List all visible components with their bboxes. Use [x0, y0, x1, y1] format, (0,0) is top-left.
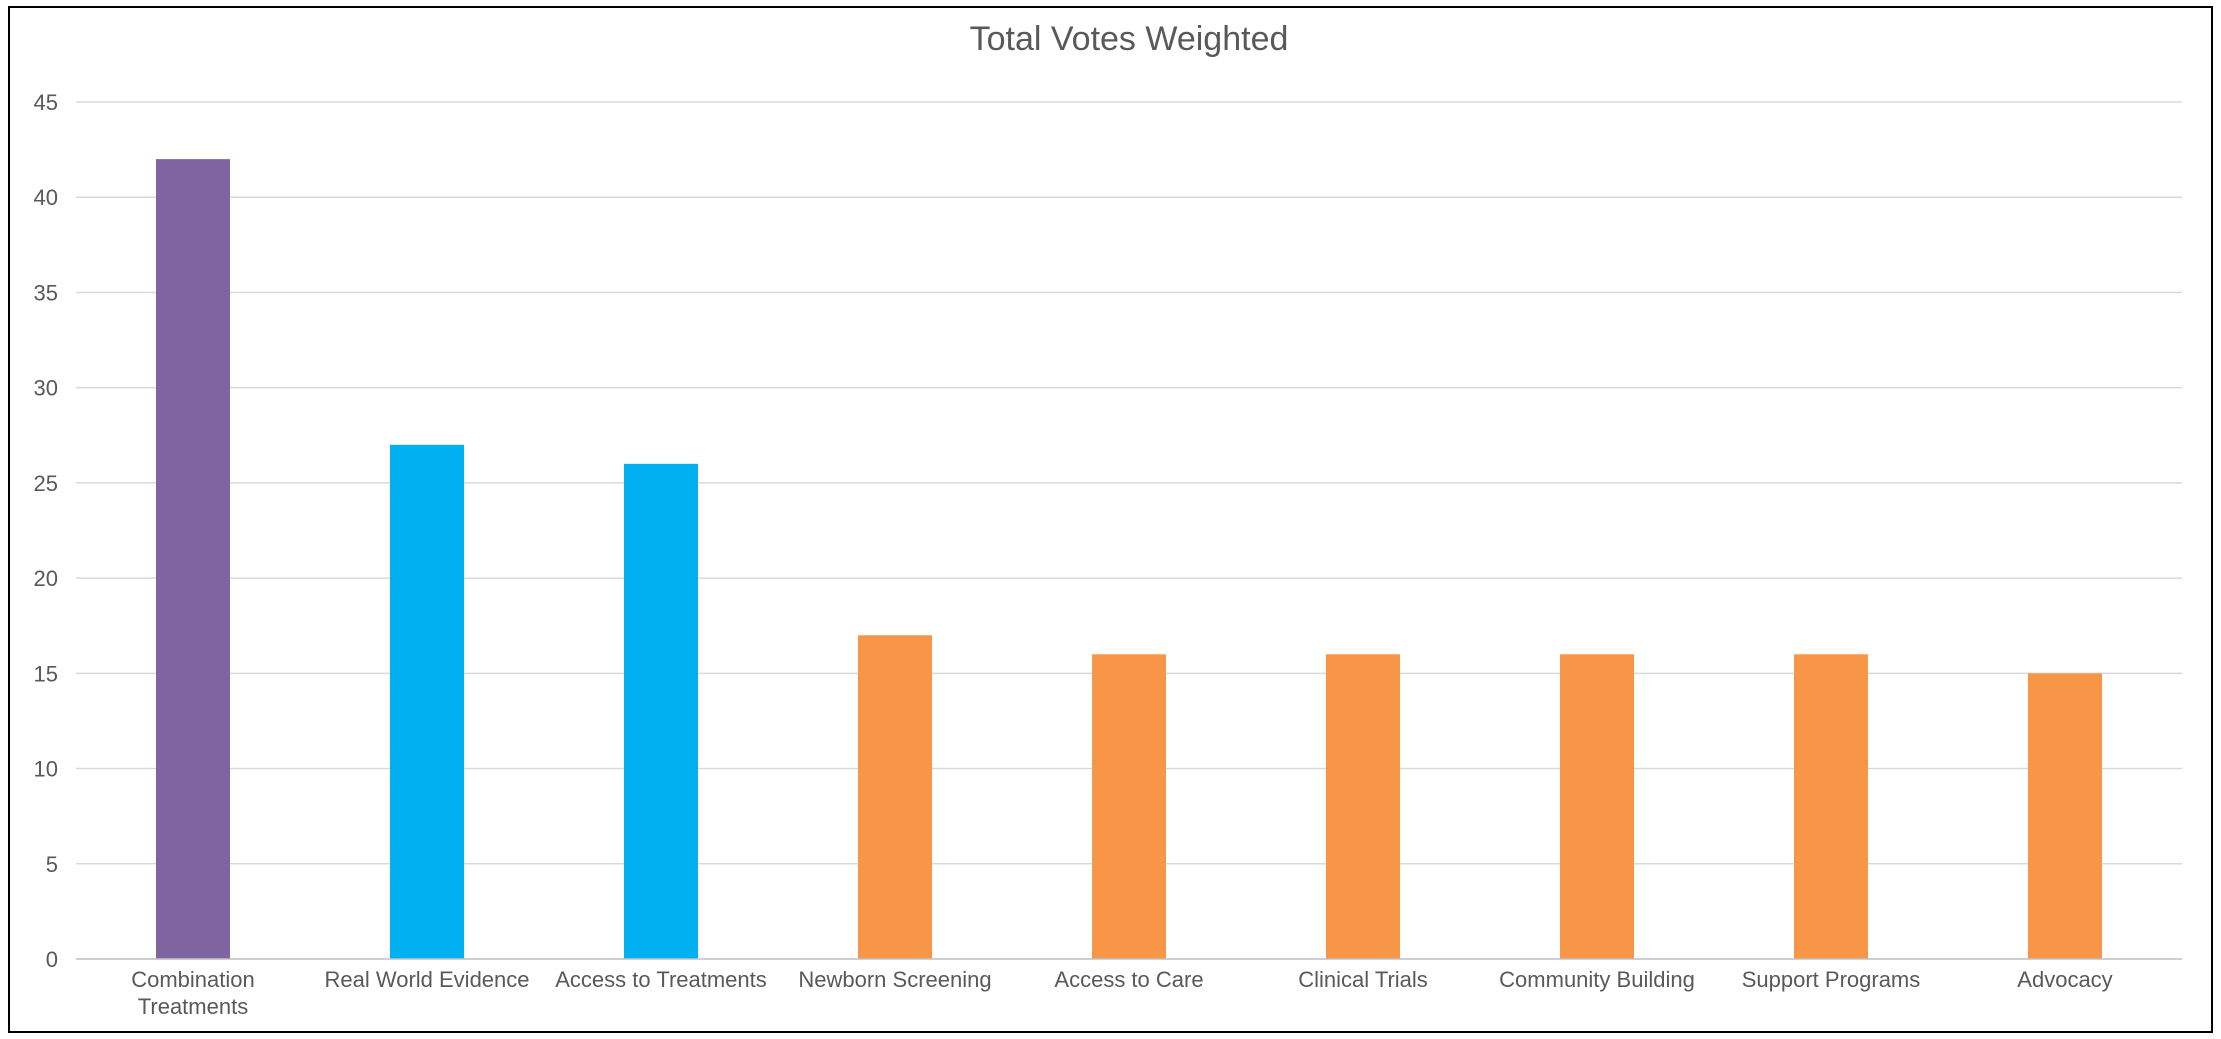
x-category-label-line: Community Building: [1499, 967, 1695, 992]
y-tick-label: 25: [34, 471, 58, 496]
y-tick-label: 0: [46, 947, 58, 972]
y-tick-label: 5: [46, 852, 58, 877]
y-tick-label: 10: [34, 757, 58, 782]
x-category-label-line: Treatments: [138, 994, 248, 1019]
bars: [156, 159, 2102, 960]
bar: [156, 159, 230, 960]
x-category-label: Access to Care: [1054, 967, 1203, 992]
bar-chart: Total Votes Weighted 051015202530354045 …: [34, 20, 2182, 1019]
x-category-label-line: Access to Care: [1054, 967, 1203, 992]
x-axis-labels: Combination Treatments Real World Evidence…: [131, 967, 2112, 1019]
bar: [1092, 654, 1166, 959]
x-category-label: Clinical Trials: [1298, 967, 1428, 992]
x-category-label: Advocacy: [2017, 967, 2112, 992]
bar: [1560, 654, 1634, 959]
bar: [858, 635, 932, 959]
x-category-label: Newborn Screening: [798, 967, 991, 992]
x-category-label: Combination Treatments: [131, 967, 255, 1019]
x-category-label: Access to Treatments: [555, 967, 767, 992]
y-axis-ticks: 0 5 10 15 20 25 30 35 40 45: [34, 90, 58, 972]
x-category-label: Real World Evidence: [324, 967, 529, 992]
chart-frame: Total Votes Weighted 0 5 10 15 20 25 30 35 40 45 …: [8, 6, 2213, 1033]
bar: [390, 444, 464, 959]
y-tick-label: 45: [34, 90, 58, 115]
x-category-label: Support Programs: [1742, 967, 1921, 992]
x-category-label-line: Access to Treatments: [555, 967, 767, 992]
bar: [624, 463, 698, 959]
y-tick-label: 20: [34, 566, 58, 591]
x-category-label-line: Advocacy: [2017, 967, 2112, 992]
x-category-label-line: Combination: [131, 967, 255, 992]
x-category-label: Community Building: [1499, 967, 1695, 992]
bar: [2028, 673, 2102, 959]
y-tick-label: 35: [34, 280, 58, 305]
y-tick-label: 40: [34, 185, 58, 210]
x-category-label-line: Real World Evidence: [324, 967, 529, 992]
bar: [1794, 654, 1868, 959]
x-category-label-line: Support Programs: [1742, 967, 1921, 992]
x-category-label-line: Newborn Screening: [798, 967, 991, 992]
x-category-label-line: Clinical Trials: [1298, 967, 1428, 992]
y-tick-label: 30: [34, 376, 58, 401]
chart-title: Total Votes Weighted: [970, 20, 1289, 58]
bar: [1326, 654, 1400, 959]
y-tick-label: 15: [34, 661, 58, 686]
